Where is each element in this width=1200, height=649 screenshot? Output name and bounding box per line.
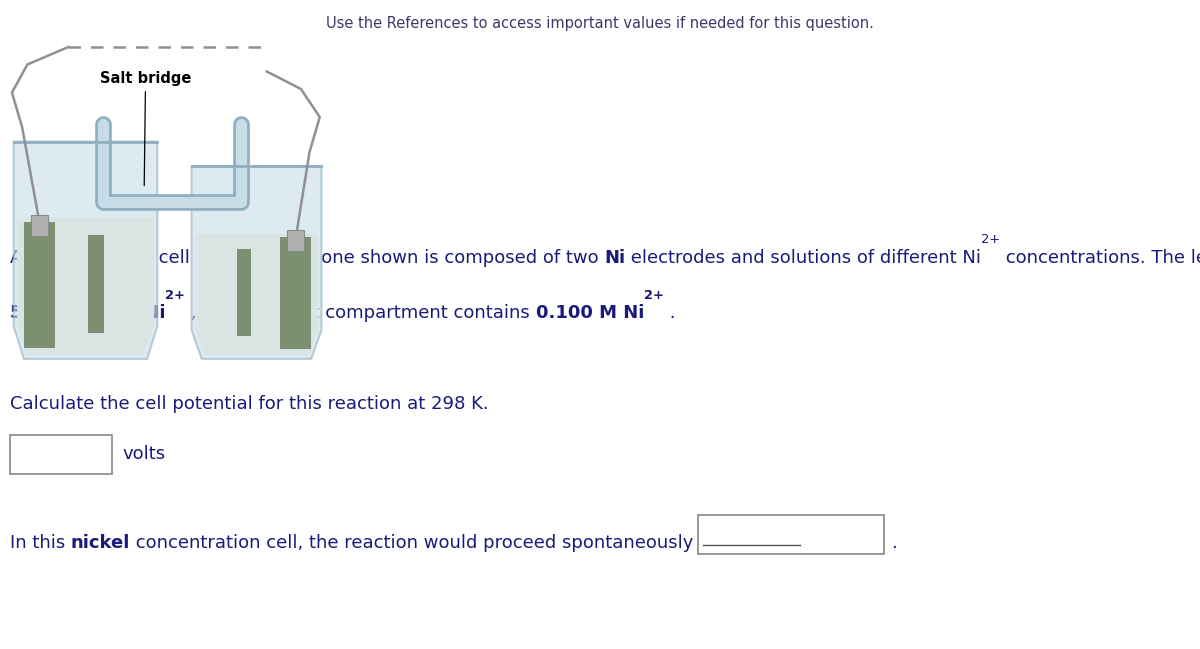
Bar xyxy=(10,435,112,474)
Text: Use the References to access important values if needed for this question.: Use the References to access important v… xyxy=(326,16,874,31)
Text: 2+: 2+ xyxy=(166,289,185,302)
Text: In this: In this xyxy=(10,534,71,552)
Polygon shape xyxy=(17,217,154,356)
Text: 2+: 2+ xyxy=(644,289,664,302)
Bar xyxy=(89,235,103,333)
Polygon shape xyxy=(192,166,322,359)
Text: 5.41×10: 5.41×10 xyxy=(10,304,94,322)
Text: concentrations. The left compartment contains: concentrations. The left compartment con… xyxy=(1001,249,1200,267)
Text: Calculate the cell potential for this reaction at 298 K.: Calculate the cell potential for this re… xyxy=(10,395,488,413)
Text: concentration cell, the reaction would proceed spontaneously: concentration cell, the reaction would p… xyxy=(130,534,694,552)
Text: volts: volts xyxy=(122,445,166,463)
Text: .: . xyxy=(892,534,898,552)
Text: ∨: ∨ xyxy=(864,527,874,541)
Text: −2: −2 xyxy=(94,289,114,302)
Text: .: . xyxy=(664,304,676,322)
Text: A concentration cell similar to the one shown is composed of two: A concentration cell similar to the one … xyxy=(10,249,604,267)
Text: , and the right compartment contains: , and the right compartment contains xyxy=(185,304,536,322)
Bar xyxy=(698,515,884,554)
Bar xyxy=(287,230,305,251)
Bar xyxy=(31,215,48,236)
Bar xyxy=(238,249,251,336)
Text: Salt bridge: Salt bridge xyxy=(100,71,191,186)
Bar xyxy=(281,238,311,349)
Bar xyxy=(24,222,55,348)
Text: Ni: Ni xyxy=(604,249,625,267)
Text: M Ni: M Ni xyxy=(114,304,166,322)
Text: 0.100 M Ni: 0.100 M Ni xyxy=(536,304,644,322)
Text: electrodes and solutions of different Ni: electrodes and solutions of different Ni xyxy=(625,249,982,267)
Text: 2+: 2+ xyxy=(982,234,1001,247)
Text: nickel: nickel xyxy=(71,534,130,552)
Polygon shape xyxy=(194,234,318,356)
Polygon shape xyxy=(13,141,157,359)
